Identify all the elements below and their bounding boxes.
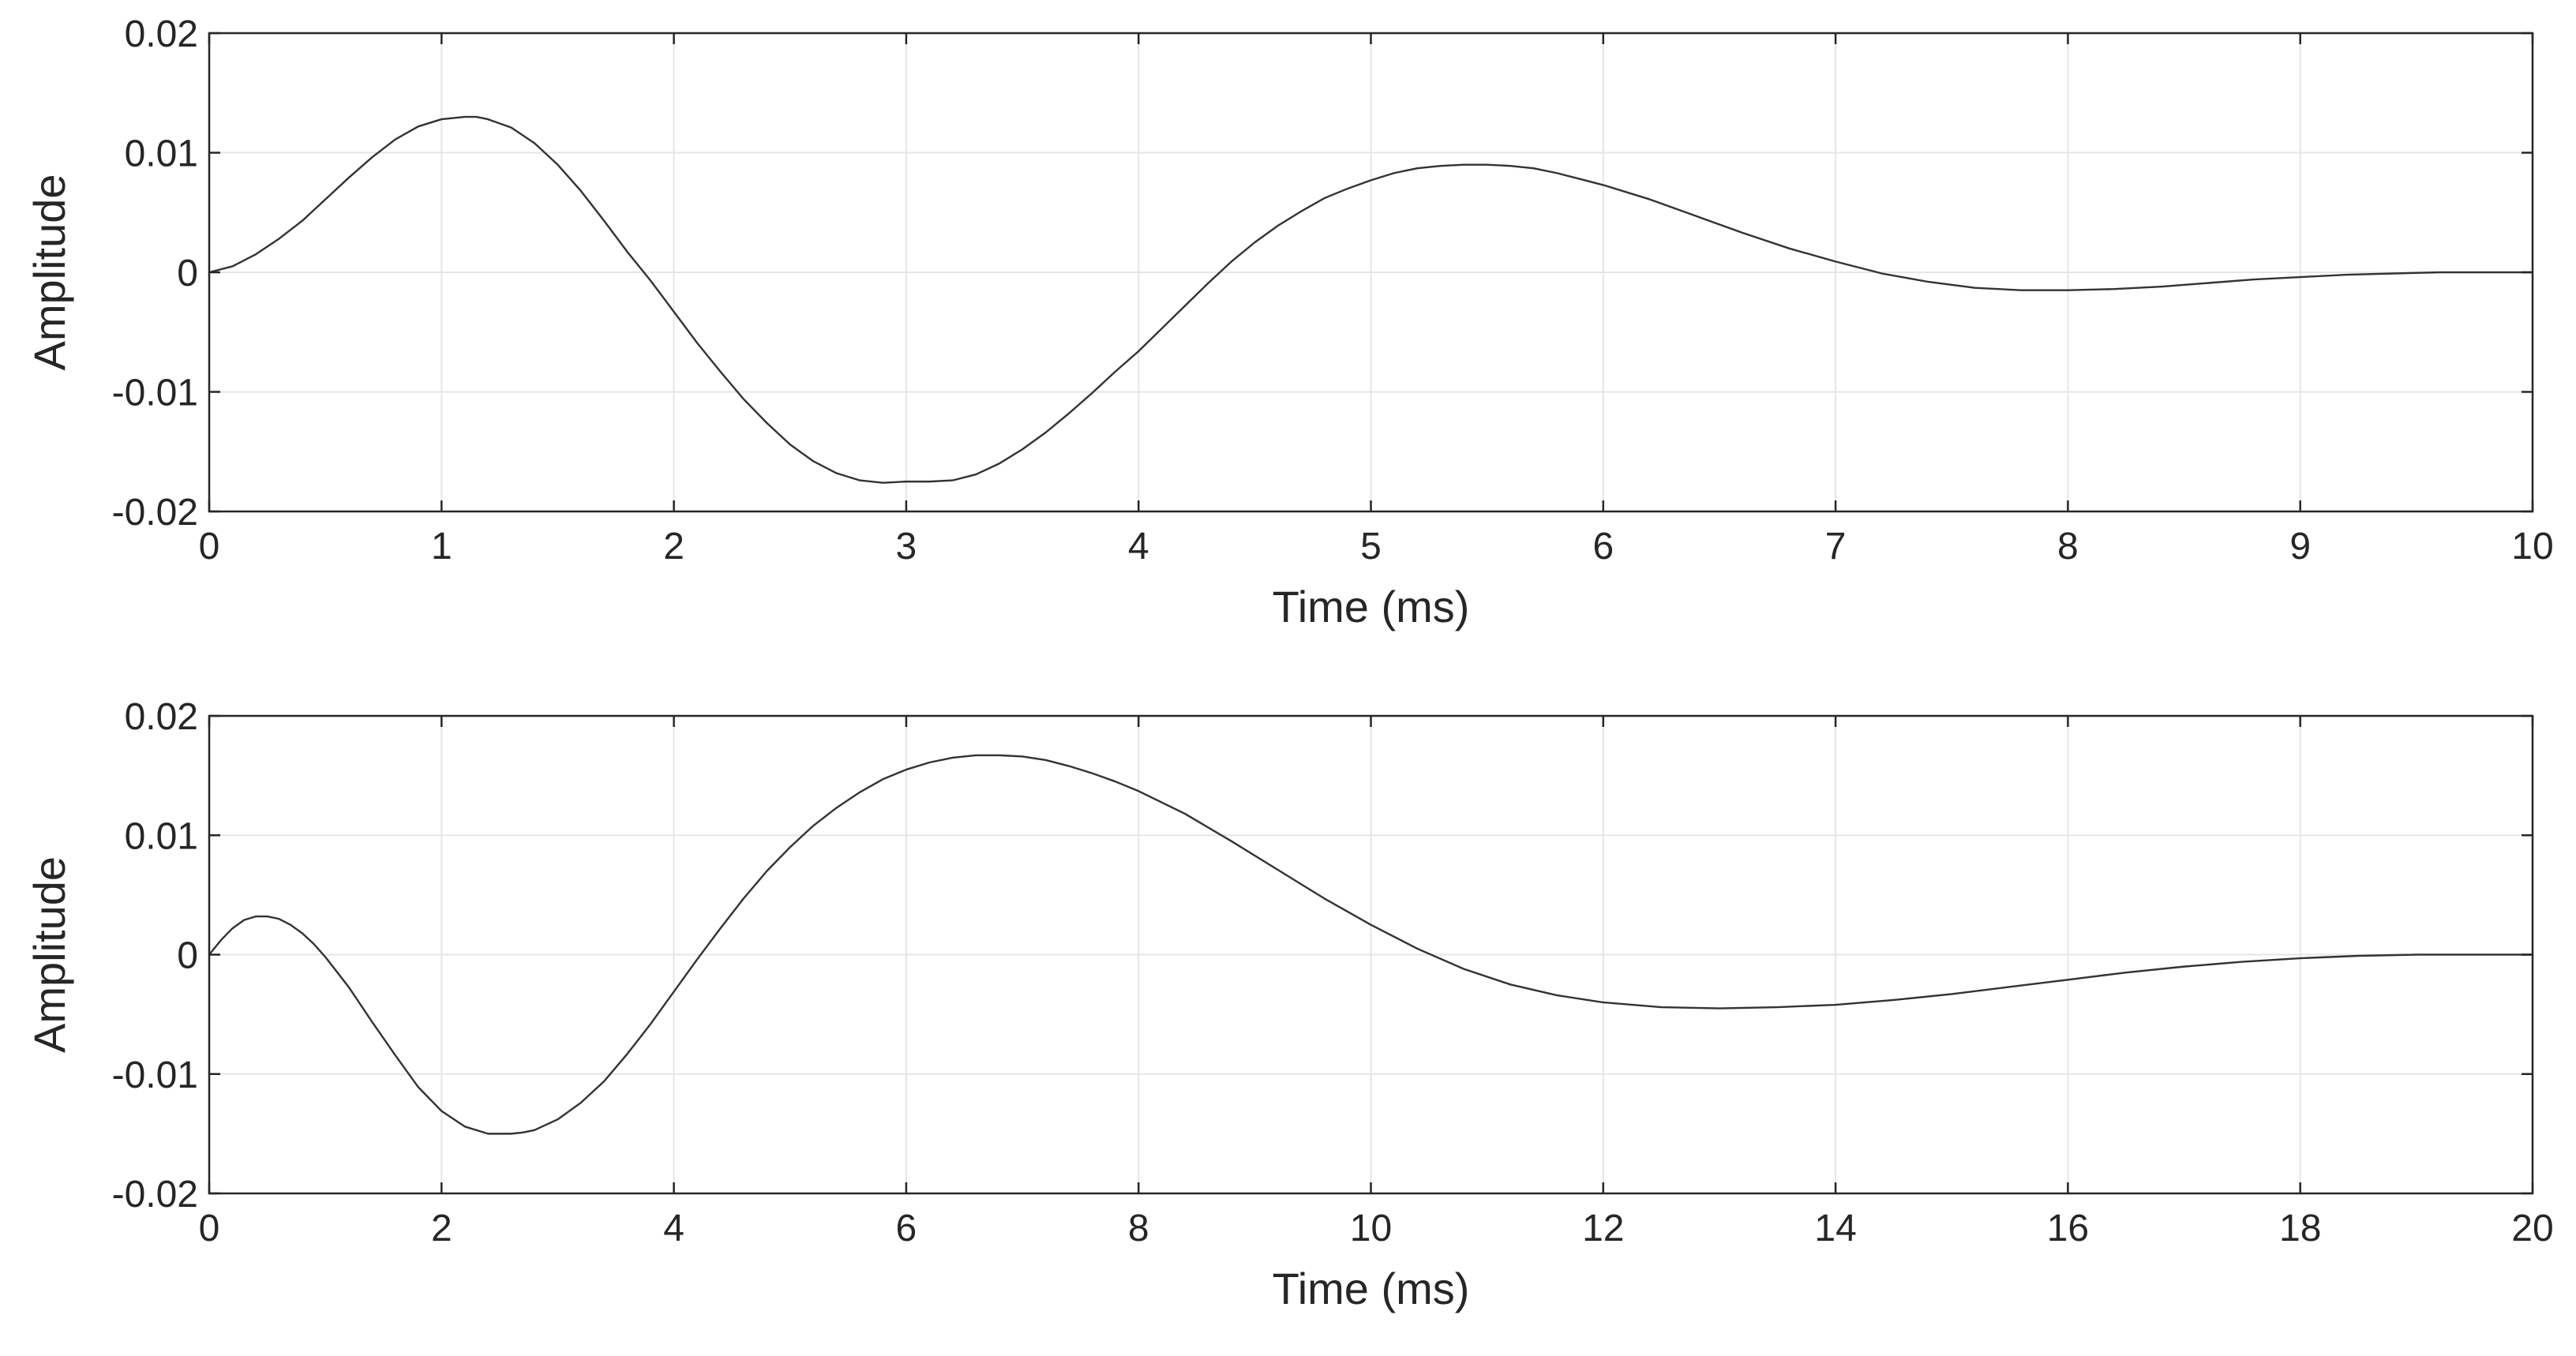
y-tick-label: -0.02 [112, 492, 198, 534]
x-tick-label: 8 [1128, 1208, 1149, 1249]
x-tick-label: 2 [431, 1208, 452, 1249]
y-tick-label: 0.01 [125, 815, 198, 857]
x-axis-label: Time (ms) [1273, 582, 1470, 631]
x-tick-label: 12 [1582, 1208, 1624, 1249]
y-axis-label: Amplitude [24, 856, 74, 1053]
y-tick-label: 0 [177, 935, 198, 977]
x-tick-label: 20 [2511, 1208, 2553, 1249]
series-line [208, 754, 2534, 1135]
y-tick-label: 0.02 [125, 696, 198, 738]
x-tick-label: 0 [199, 1208, 220, 1249]
x-tick-label: 10 [1350, 1208, 1392, 1249]
x-tick-label: 6 [1592, 526, 1614, 567]
y-axis-label: Amplitude [24, 174, 74, 370]
x-axis-label: Time (ms) [1273, 1264, 1470, 1313]
x-tick-label: 10 [2511, 526, 2553, 567]
x-tick-label: 5 [1360, 526, 1382, 567]
y-tick-label: -0.02 [112, 1174, 198, 1216]
y-tick-label: 0.01 [125, 133, 198, 175]
x-tick-label: 8 [2057, 526, 2079, 567]
x-tick-label: 1 [431, 526, 452, 567]
series-line [208, 115, 2534, 484]
plot-panel-2: 0 2 4 6 8 10 12 14 16 18 20 0.02 0.01 0 -0.01 -0.02 Time… [24, 696, 2554, 1313]
x-tick-label: 0 [199, 526, 220, 567]
x-tick-label: 18 [2279, 1208, 2321, 1249]
x-tick-label: 9 [2289, 526, 2311, 567]
x-tick-label: 3 [896, 526, 917, 567]
y-tick-label: 0.02 [125, 13, 198, 55]
x-tick-label: 2 [663, 526, 684, 567]
x-tick-label: 14 [1814, 1208, 1856, 1249]
x-tick-label: 6 [896, 1208, 917, 1249]
plot-panel-1: 0 1 2 3 4 5 6 7 8 9 10 0.02 0.01 0 -0.01 -0.02 Time (ms)… [24, 13, 2554, 631]
y-tick-label: -0.01 [112, 1054, 198, 1096]
x-tick-label: 4 [1128, 526, 1149, 567]
y-tick-label: 0 [177, 253, 198, 294]
x-tick-label: 16 [2047, 1208, 2089, 1249]
y-tick-label: -0.01 [112, 373, 198, 414]
x-tick-label: 7 [1825, 526, 1847, 567]
x-tick-label: 4 [663, 1208, 684, 1249]
